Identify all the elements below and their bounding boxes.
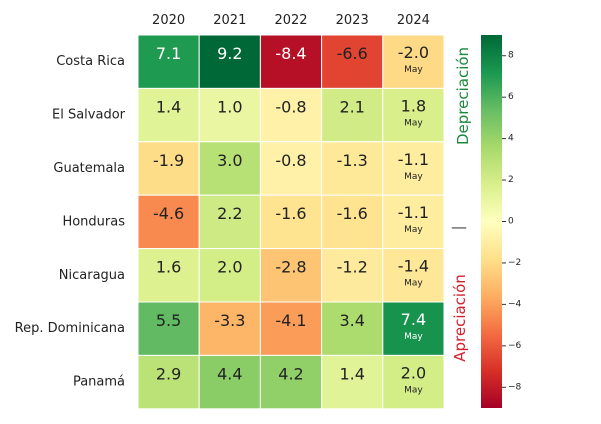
cell-value-label: 1.0 xyxy=(217,97,242,116)
cell-value-label: 1.6 xyxy=(156,258,181,277)
colorbar-tick-label: 4 xyxy=(508,134,514,144)
heatmap-cell xyxy=(321,194,384,250)
cell-note-label: May xyxy=(404,332,423,342)
cell-value-label: -1.1 xyxy=(398,150,429,169)
cell-value-label: -1.2 xyxy=(337,258,368,277)
cell-value-label: 4.2 xyxy=(278,364,303,383)
column-label: 2024 xyxy=(397,13,430,28)
column-label: 2020 xyxy=(152,13,185,28)
row-label: Guatemala xyxy=(53,161,125,176)
row-label: Rep. Dominicana xyxy=(15,321,125,336)
cell-value-label: -0.8 xyxy=(275,151,306,170)
cell-value-label: 3.4 xyxy=(339,311,364,330)
heatmap-cell xyxy=(198,141,261,196)
cell-value-label: -4.1 xyxy=(275,311,306,330)
cell-value-label: 2.2 xyxy=(217,204,242,223)
heatmap-cells: 7.1 9.2 -8.4 -6.6 -2.0 May 1.4 1.0 -0.8 2.1 1.8 May… xyxy=(137,34,445,410)
heatmap-cell xyxy=(137,248,200,303)
cell-value-label: 4.4 xyxy=(217,364,242,383)
heatmap-cell xyxy=(137,194,200,250)
heatmap-cell xyxy=(382,194,445,250)
appreciation-label: Apreciación xyxy=(451,274,469,362)
colorbar-gradient xyxy=(481,35,502,408)
cell-value-label: 7.4 xyxy=(401,310,426,329)
cell-value-label: -1.3 xyxy=(337,151,368,170)
colorbar-ticks: 8 6 4 2 0 −2 −4 −6 −8 xyxy=(502,51,522,392)
cell-note-label: May xyxy=(404,172,423,182)
cell-value-label: 5.5 xyxy=(156,311,181,330)
cell-value-label: 2.1 xyxy=(339,97,364,116)
cell-value-label: -1.1 xyxy=(398,203,429,222)
cell-value-label: -1.4 xyxy=(398,257,429,276)
heatmap-cell xyxy=(382,248,445,303)
cell-value-label: -1.9 xyxy=(153,151,184,170)
cell-value-label: -8.4 xyxy=(275,44,306,63)
side-annotations: Depreciación — Apreciación xyxy=(451,47,472,362)
column-label: 2022 xyxy=(274,13,307,28)
heatmap-cell xyxy=(321,354,384,410)
heatmap-cell xyxy=(198,34,261,89)
heatmap-cell xyxy=(259,34,323,89)
cell-value-label: -2.0 xyxy=(398,43,429,62)
row-label: Honduras xyxy=(62,214,125,229)
cell-value-label: -1.6 xyxy=(337,204,368,223)
heatmap-cell xyxy=(259,248,323,303)
colorbar-tick-label: 0 xyxy=(508,217,514,227)
depreciation-label: Depreciación xyxy=(454,47,472,145)
row-label: Costa Rica xyxy=(56,54,125,69)
heatmap-cell xyxy=(382,301,445,356)
heatmap-cell xyxy=(259,301,323,356)
separator-dash: — xyxy=(451,218,467,237)
heatmap-cell xyxy=(259,194,323,250)
cell-value-label: -4.6 xyxy=(153,204,184,223)
column-label: 2023 xyxy=(336,13,369,28)
column-labels: 2020 2021 2022 2023 2024 xyxy=(152,13,430,28)
cell-value-label: -3.3 xyxy=(214,311,245,330)
colorbar-tick-label: 2 xyxy=(508,175,514,185)
row-labels: Costa Rica El Salvador Guatemala Honduras Ni… xyxy=(15,54,126,389)
row-label: Panamá xyxy=(73,375,125,390)
colorbar-tick-label: −4 xyxy=(508,299,522,309)
heatmap-cell xyxy=(137,87,200,143)
colorbar-tick-label: 6 xyxy=(508,92,514,102)
cell-value-label: 1.8 xyxy=(401,96,426,115)
cell-value-label: -6.6 xyxy=(337,44,368,63)
heatmap-cell xyxy=(382,87,445,143)
heatmap-cell xyxy=(198,194,261,250)
heatmap-cell xyxy=(259,87,323,143)
cell-note-label: May xyxy=(404,118,423,128)
cell-value-label: -0.8 xyxy=(275,97,306,116)
cell-value-label: 1.4 xyxy=(339,364,364,383)
cell-value-label: 1.4 xyxy=(156,97,181,116)
heatmap-cell xyxy=(321,141,384,196)
cell-value-label: 9.2 xyxy=(217,44,242,63)
cell-value-label: -2.8 xyxy=(275,258,306,277)
heatmap-cell xyxy=(321,301,384,356)
heatmap-cell xyxy=(198,301,261,356)
colorbar-tick-label: −8 xyxy=(508,382,522,392)
cell-note-label: May xyxy=(404,385,423,395)
heatmap-cell xyxy=(382,354,445,410)
cell-note-label: May xyxy=(404,279,423,289)
colorbar-tick-label: 8 xyxy=(508,51,514,61)
cell-value-label: 2.9 xyxy=(156,364,181,383)
cell-value-label: 7.1 xyxy=(156,44,181,63)
row-label: El Salvador xyxy=(52,108,126,123)
cell-value-label: 2.0 xyxy=(401,363,426,382)
heatmap-cell xyxy=(137,34,200,89)
cell-note-label: May xyxy=(404,65,423,75)
colorbar xyxy=(481,35,502,408)
cell-value-label: 3.0 xyxy=(217,151,242,170)
heatmap-cell xyxy=(198,248,261,303)
row-label: Nicaragua xyxy=(59,268,125,283)
cell-value-label: 2.0 xyxy=(217,258,242,277)
colorbar-tick-label: −6 xyxy=(508,341,522,351)
cell-value-label: -1.6 xyxy=(275,204,306,223)
colorbar-tick-label: −2 xyxy=(508,258,521,268)
cell-note-label: May xyxy=(404,225,423,235)
column-label: 2021 xyxy=(213,13,246,28)
heatmap-cell xyxy=(137,354,200,410)
